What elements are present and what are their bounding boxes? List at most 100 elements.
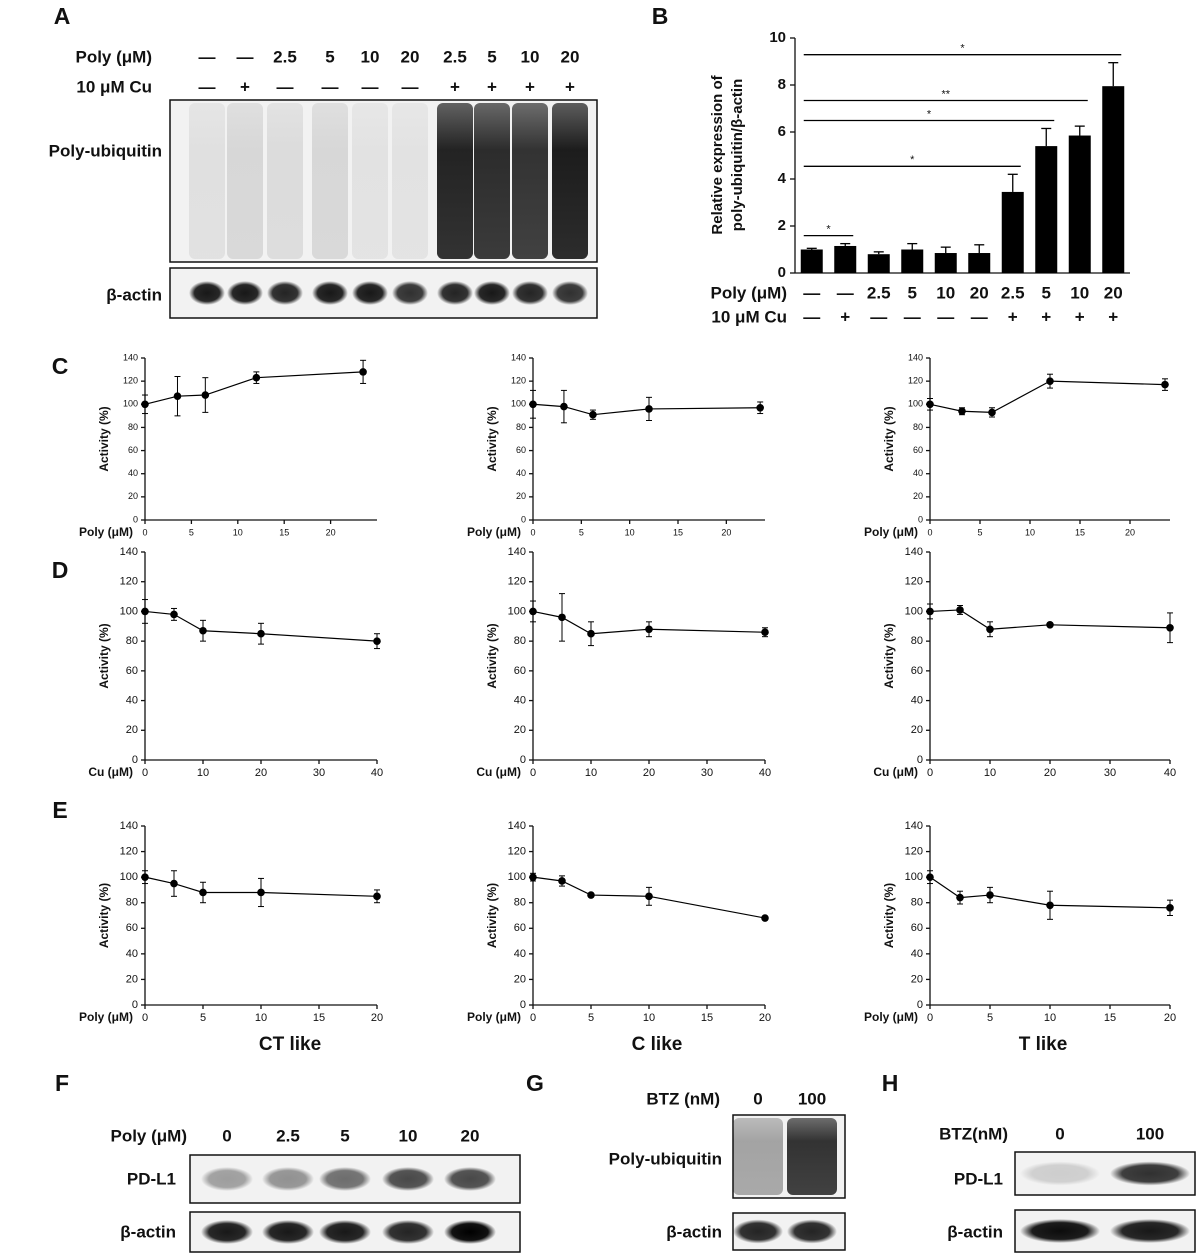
significance-label: * — [910, 154, 915, 166]
lane-label: 0 — [222, 1126, 231, 1145]
data-point — [558, 613, 566, 622]
x-tick-label: 0 — [142, 527, 147, 537]
blot-band — [262, 1220, 314, 1244]
data-point — [956, 606, 964, 614]
lane-label: + — [240, 77, 250, 96]
lane-label: 2.5 — [273, 47, 297, 66]
data-point — [1046, 377, 1054, 385]
x-axis-label: Poly (μM) — [467, 1010, 521, 1024]
lane-label: + — [450, 77, 460, 96]
data-point — [199, 626, 207, 635]
x-tick-label: 0 — [142, 1012, 148, 1024]
lane-label: — — [402, 77, 419, 96]
x-tick-label: — — [971, 307, 988, 326]
x-tick-label: 30 — [1104, 767, 1116, 779]
bar — [1102, 86, 1125, 273]
x-tick-label: 20 — [721, 527, 731, 537]
bar — [867, 254, 890, 273]
y-tick-label: 140 — [905, 820, 923, 832]
y-axis-label: Activity (%) — [485, 406, 499, 471]
lane-label: 10 — [521, 47, 540, 66]
y-tick-label: 80 — [128, 422, 138, 432]
y-tick-label: 60 — [514, 922, 526, 934]
x-tick-label: 15 — [279, 527, 289, 537]
lane-label: + — [487, 77, 497, 96]
y-tick-label: 100 — [905, 871, 923, 883]
y-tick-label: 100 — [508, 605, 526, 617]
panel-letter: F — [55, 1070, 69, 1096]
y-tick-label: 0 — [918, 514, 923, 524]
x-axis-label: Poly (μM) — [79, 1010, 133, 1024]
data-point — [986, 891, 994, 899]
lane-label: 0 — [753, 1089, 762, 1108]
y-tick-label: 2 — [778, 217, 786, 234]
blot-band — [189, 281, 225, 305]
panel-letter: D — [52, 557, 69, 583]
x-tick-label: 10 — [936, 283, 955, 302]
bar — [1068, 135, 1091, 273]
y-tick-label: 40 — [913, 468, 923, 478]
y-tick-label: 80 — [514, 897, 526, 909]
y-tick-label: 20 — [128, 491, 138, 501]
blot-smear — [787, 1118, 837, 1195]
blot-band — [201, 1220, 253, 1244]
x-tick-label: 20 — [1164, 1012, 1176, 1024]
data-point — [988, 408, 996, 417]
lane-label: + — [525, 77, 535, 96]
y-tick-label: 100 — [120, 871, 138, 883]
x-tick-label: 15 — [673, 527, 683, 537]
x-tick-label: 5 — [908, 283, 917, 302]
x-axis-label: Poly (μM) — [864, 1010, 918, 1024]
data-point — [359, 368, 367, 376]
x-tick-label: 40 — [1164, 767, 1176, 779]
x-tick-label: 0 — [530, 1012, 536, 1024]
blot-label: PD-L1 — [127, 1169, 176, 1188]
y-tick-label: 60 — [126, 665, 138, 677]
y-axis-label: Activity (%) — [882, 623, 896, 688]
blot-smear — [189, 103, 225, 259]
blot-band — [319, 1220, 371, 1244]
y-tick-label: 20 — [126, 973, 138, 985]
y-tick-label: 40 — [126, 948, 138, 960]
panel-letter: C — [52, 353, 69, 379]
blot-band — [382, 1220, 434, 1244]
y-tick-label: 80 — [516, 422, 526, 432]
lane-label: 20 — [561, 47, 580, 66]
blot-band — [1110, 1161, 1190, 1186]
x-axis-label: Cu (μM) — [873, 765, 918, 779]
blot-band — [392, 281, 428, 305]
x-axis-label: Cu (μM) — [88, 765, 133, 779]
x-tick-label: 10 — [643, 1012, 655, 1024]
y-tick-label: 0 — [520, 754, 526, 766]
x-tick-label: 0 — [927, 767, 933, 779]
panel-letter: E — [52, 797, 67, 823]
data-point — [1166, 904, 1174, 912]
data-point — [170, 879, 178, 888]
lane-label: 100 — [798, 1089, 826, 1108]
x-tick-label: 30 — [701, 767, 713, 779]
blot-smear — [312, 103, 348, 259]
x-tick-label: 15 — [313, 1012, 325, 1024]
significance-label: * — [960, 43, 965, 55]
data-point — [201, 391, 210, 399]
y-tick-label: 0 — [520, 999, 526, 1011]
x-axis-label: Poly (μM) — [467, 525, 521, 539]
y-tick-label: 140 — [123, 352, 138, 362]
y-tick-label: 80 — [126, 635, 138, 647]
x-tick-label: — — [870, 307, 887, 326]
data-point — [558, 877, 566, 885]
data-line — [929, 380, 1166, 413]
data-point — [199, 888, 207, 897]
x-tick-label: 5 — [189, 527, 194, 537]
y-tick-label: 80 — [913, 422, 923, 432]
data-point — [958, 407, 966, 416]
x-tick-label: 5 — [200, 1012, 206, 1024]
y-tick-label: 120 — [508, 845, 526, 857]
blot-smear — [733, 1118, 783, 1195]
x-tick-label: 5 — [977, 527, 982, 537]
y-tick-label: 140 — [120, 820, 138, 832]
blot-label: PD-L1 — [954, 1169, 1003, 1188]
x-tick-label: 20 — [371, 1012, 383, 1024]
blot-row-name: 10 μM Cu — [76, 77, 152, 96]
y-tick-label: 20 — [911, 973, 923, 985]
